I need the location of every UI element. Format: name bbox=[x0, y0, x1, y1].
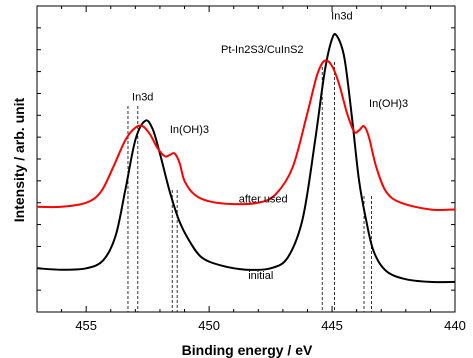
annotation-label: In(OH)3 bbox=[170, 124, 209, 136]
annotation-label: In3d bbox=[331, 11, 352, 23]
x-tick-label: 440 bbox=[444, 318, 466, 333]
series-line-initial bbox=[36, 32, 456, 284]
y-axis-label: Intensity / arb. unit bbox=[11, 97, 27, 222]
y-axis-ticks bbox=[37, 5, 455, 313]
series-layer bbox=[36, 32, 456, 284]
reference-lines bbox=[127, 62, 372, 312]
annotations: In3d In(OH)3 In3d In(OH)3 after used initial bbox=[132, 11, 408, 283]
series-line-after-used bbox=[36, 59, 456, 212]
annotation-label: In3d bbox=[132, 91, 153, 103]
x-tick-label: 445 bbox=[321, 318, 343, 333]
x-tick-label: 450 bbox=[198, 318, 220, 333]
x-axis-ticks: 455 450 445 440 bbox=[36, 6, 466, 333]
plot-frame bbox=[36, 5, 456, 313]
annotation-label: initial bbox=[248, 270, 273, 282]
annotation-label: after used bbox=[239, 194, 288, 206]
x-axis-label: Binding energy / eV bbox=[182, 342, 313, 358]
chart-title: Pt-In2S3/CuInS2 bbox=[221, 44, 304, 56]
annotation-label: In(OH)3 bbox=[369, 98, 408, 110]
x-tick-label: 455 bbox=[75, 318, 97, 333]
